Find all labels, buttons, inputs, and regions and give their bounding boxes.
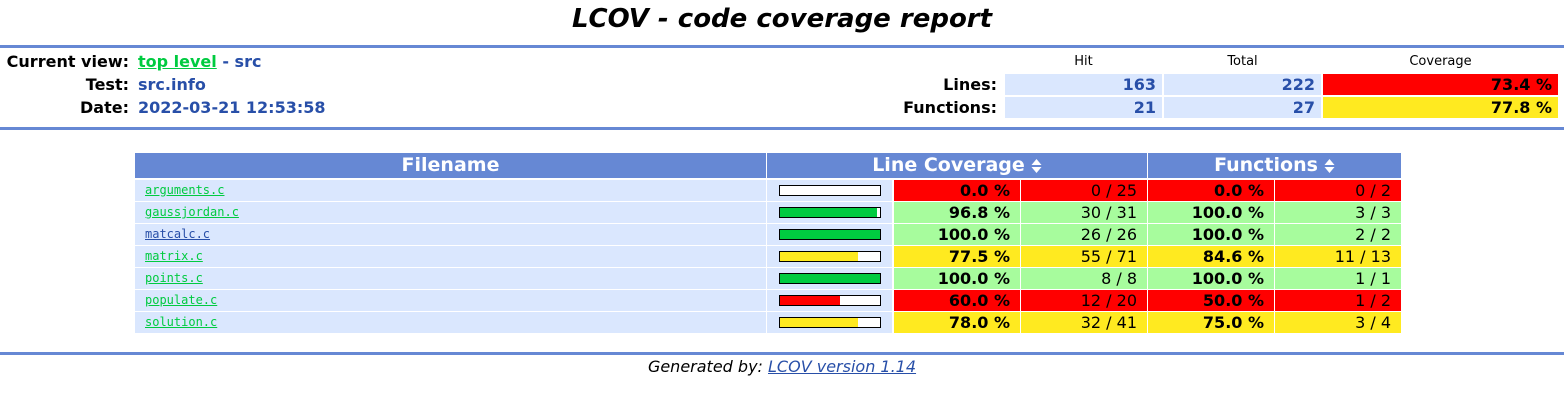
functions-total: 27 [1164, 97, 1321, 118]
line-coverage-count: 8 / 8 [1021, 268, 1147, 289]
line-coverage-header: Line Coverage [767, 153, 1147, 178]
lines-total: 222 [1164, 74, 1321, 95]
table-row-filename: matrix.c [135, 246, 766, 267]
sort-functions-icon[interactable] [1324, 158, 1335, 174]
coverage-bar-cell [767, 290, 892, 311]
line-coverage-percent: 77.5 % [894, 246, 1020, 267]
file-link[interactable]: arguments.c [145, 183, 225, 197]
lines-coverage: 73.4 % [1323, 74, 1558, 95]
line-coverage-percent: 100.0 % [894, 268, 1020, 289]
functions-header-label: Functions [1214, 154, 1318, 176]
coverage-bar-fill [780, 208, 877, 217]
functions-label: Functions: [903, 98, 997, 117]
coverage-bar [779, 251, 881, 262]
sort-line-coverage-icon[interactable] [1031, 158, 1042, 174]
function-coverage-percent: 50.0 % [1148, 290, 1274, 311]
test-value: src.info [138, 75, 206, 94]
date-value: 2022-03-21 12:53:58 [138, 98, 326, 117]
line-coverage-count: 32 / 41 [1021, 312, 1147, 333]
file-link[interactable]: points.c [145, 271, 203, 285]
table-row-filename: points.c [135, 268, 766, 289]
line-coverage-count: 30 / 31 [1021, 202, 1147, 223]
line-coverage-percent: 60.0 % [894, 290, 1020, 311]
page-title: LCOV - code coverage report [571, 4, 993, 34]
file-link[interactable]: gaussjordan.c [145, 205, 239, 219]
top-divider [0, 45, 1564, 48]
function-coverage-percent: 0.0 % [1148, 180, 1274, 201]
table-row-filename: arguments.c [135, 180, 766, 201]
coverage-bar-fill [780, 296, 840, 305]
total-header: Total [1227, 54, 1258, 69]
lcov-version-link[interactable]: LCOV version 1.14 [768, 357, 917, 376]
coverage-bar-fill [780, 318, 858, 327]
line-coverage-count: 55 / 71 [1021, 246, 1147, 267]
functions-coverage: 77.8 % [1323, 97, 1558, 118]
coverage-bar [779, 229, 881, 240]
line-coverage-percent: 100.0 % [894, 224, 1020, 245]
coverage-bar-fill [780, 252, 858, 261]
function-coverage-count: 3 / 4 [1275, 312, 1401, 333]
lines-label: Lines: [943, 75, 997, 94]
function-coverage-count: 11 / 13 [1275, 246, 1401, 267]
middle-divider [0, 127, 1564, 130]
table-row-filename: gaussjordan.c [135, 202, 766, 223]
line-coverage-percent: 96.8 % [894, 202, 1020, 223]
top-level-link[interactable]: top level [138, 52, 217, 71]
test-label: Test: [85, 75, 129, 94]
lines-hit: 163 [1005, 74, 1162, 95]
coverage-bar-cell [767, 268, 892, 289]
function-coverage-percent: 100.0 % [1148, 202, 1274, 223]
coverage-bar-cell [767, 202, 892, 223]
coverage-bar-fill [780, 274, 880, 283]
hit-header: Hit [1074, 54, 1093, 69]
file-link[interactable]: matrix.c [145, 249, 203, 263]
line-coverage-count: 26 / 26 [1021, 224, 1147, 245]
coverage-bar-fill [780, 230, 880, 239]
coverage-bar [779, 185, 881, 196]
function-coverage-count: 1 / 1 [1275, 268, 1401, 289]
function-coverage-count: 0 / 2 [1275, 180, 1401, 201]
function-coverage-count: 2 / 2 [1275, 224, 1401, 245]
table-row-filename: matcalc.c [135, 224, 766, 245]
filename-header: Filename [135, 153, 766, 178]
footer-prefix: Generated by: [647, 357, 763, 376]
function-coverage-percent: 84.6 % [1148, 246, 1274, 267]
coverage-bar [779, 317, 881, 328]
file-link[interactable]: matcalc.c [145, 227, 211, 241]
coverage-bar-cell [767, 224, 892, 245]
coverage-bar-cell [767, 246, 892, 267]
line-coverage-count: 12 / 20 [1021, 290, 1147, 311]
filename-header-label: Filename [401, 154, 500, 176]
line-coverage-header-label: Line Coverage [872, 154, 1025, 176]
coverage-bar [779, 207, 881, 218]
current-view-label: Current view: [6, 52, 129, 71]
coverage-bar [779, 295, 881, 306]
functions-hit: 21 [1005, 97, 1162, 118]
function-coverage-percent: 100.0 % [1148, 224, 1274, 245]
coverage-bar-cell [767, 180, 892, 201]
coverage-header: Coverage [1409, 54, 1472, 69]
line-coverage-percent: 0.0 % [894, 180, 1020, 201]
line-coverage-percent: 78.0 % [894, 312, 1020, 333]
current-view-value: top level - src [138, 52, 261, 71]
file-link[interactable]: populate.c [145, 293, 218, 307]
footer: Generated by: LCOV version 1.14 [0, 357, 1564, 376]
function-coverage-percent: 75.0 % [1148, 312, 1274, 333]
table-row-filename: solution.c [135, 312, 766, 333]
function-coverage-percent: 100.0 % [1148, 268, 1274, 289]
function-coverage-count: 1 / 2 [1275, 290, 1401, 311]
file-link[interactable]: solution.c [145, 315, 218, 329]
current-view-path: - src [222, 52, 262, 71]
bottom-divider [0, 352, 1564, 355]
date-label: Date: [80, 98, 129, 117]
coverage-bar-cell [767, 312, 892, 333]
functions-header: Functions [1148, 153, 1401, 178]
line-coverage-count: 0 / 25 [1021, 180, 1147, 201]
table-row-filename: populate.c [135, 290, 766, 311]
function-coverage-count: 3 / 3 [1275, 202, 1401, 223]
coverage-bar [779, 273, 881, 284]
